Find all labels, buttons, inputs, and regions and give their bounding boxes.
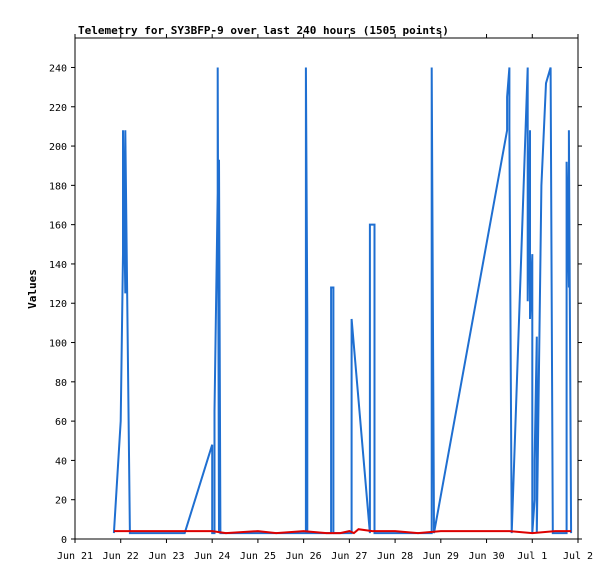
y-tick-label: 60 (55, 417, 67, 428)
y-tick-label: 0 (61, 535, 67, 546)
chart-title: Telemetry for SY3BFP-9 over last 240 hou… (78, 24, 449, 37)
y-tick-label: 100 (49, 339, 67, 350)
x-axis: Jun 21 Jun 22 Jun 23 Jun 24 Jun 25 Jun 26 Jun … (57, 34, 593, 562)
x-tick-label: Jun 22 (103, 551, 139, 562)
y-tick-label: 180 (49, 181, 67, 192)
x-tick-label: Jul 2 (563, 551, 593, 562)
y-tick-label: 140 (49, 260, 67, 271)
y-tick-label: 120 (49, 299, 67, 310)
x-tick-label: Jun 28 (377, 551, 413, 562)
plot-area (74, 37, 579, 540)
x-tick-label: Jun 30 (468, 551, 504, 562)
x-tick-label: Jun 27 (331, 551, 367, 562)
series-layer (112, 67, 573, 535)
x-tick-label: Jul 1 (517, 551, 547, 562)
x-tick-label: Jun 29 (423, 551, 459, 562)
y-tick-label: 200 (49, 142, 67, 153)
y-axis: 0 20 40 60 80 100 120 140 160 180 200 220 240 (49, 63, 582, 546)
x-tick-label: Jun 23 (148, 551, 184, 562)
y-axis-label: Values (26, 269, 39, 309)
x-tick-label: Jun 24 (194, 551, 230, 562)
y-tick-label: 80 (55, 378, 67, 389)
y-tick-label: 160 (49, 221, 67, 232)
y-tick-label: 20 (55, 496, 67, 507)
series-line-1 (112, 67, 573, 535)
series-line-2 (113, 528, 572, 535)
y-tick-label: 220 (49, 103, 67, 114)
x-tick-label: Jun 26 (286, 551, 322, 562)
x-tick-label: Jun 25 (240, 551, 276, 562)
y-tick-label: 40 (55, 456, 67, 467)
y-tick-label: 240 (49, 63, 67, 74)
x-tick-label: Jun 21 (57, 551, 93, 562)
